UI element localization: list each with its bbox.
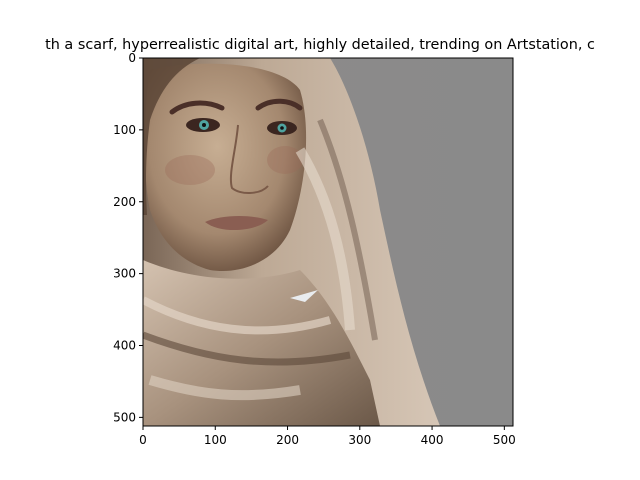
x-tick-label: 100 xyxy=(204,433,227,447)
y-tick-label: 300 xyxy=(113,267,136,281)
y-tick-label: 100 xyxy=(113,123,136,137)
y-tick-label: 400 xyxy=(113,339,136,353)
y-tick-label: 200 xyxy=(113,195,136,209)
plot-frame xyxy=(142,57,514,427)
x-tick-label: 300 xyxy=(348,433,371,447)
y-tick-label: 0 xyxy=(128,51,136,65)
x-axis: 0 100 200 300 400 500 xyxy=(139,426,516,447)
y-axis: 0 100 200 300 400 500 xyxy=(113,51,143,424)
plot-title: th a scarf, hyperrealistic digital art, … xyxy=(45,37,595,53)
y-tick-label: 500 xyxy=(113,410,136,424)
x-tick-label: 0 xyxy=(139,433,147,447)
x-tick-label: 500 xyxy=(493,433,516,447)
x-tick-label: 400 xyxy=(421,433,444,447)
x-tick-label: 200 xyxy=(276,433,299,447)
portrait-image xyxy=(143,58,513,426)
